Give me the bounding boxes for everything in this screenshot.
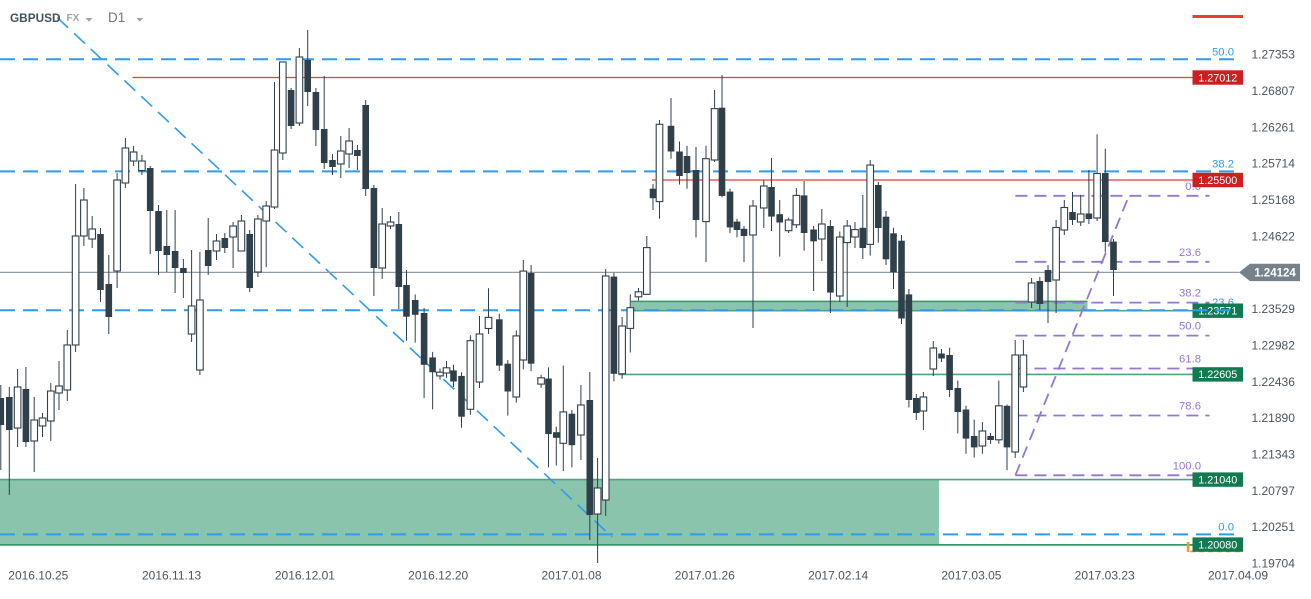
- svg-text:1.25168: 1.25168: [1252, 193, 1296, 207]
- svg-text:100.0: 100.0: [1173, 460, 1201, 472]
- svg-text:2017.01.26: 2017.01.26: [675, 569, 735, 583]
- svg-text:50.0: 50.0: [1179, 321, 1201, 333]
- svg-text:38.2: 38.2: [1212, 158, 1234, 170]
- svg-text:2017.02.14: 2017.02.14: [808, 569, 868, 583]
- svg-text:0.0: 0.0: [1218, 521, 1234, 533]
- svg-text:1.25714: 1.25714: [1252, 157, 1296, 171]
- svg-text:50.0: 50.0: [1212, 46, 1234, 58]
- svg-text:2017.04.09: 2017.04.09: [1208, 569, 1268, 583]
- svg-text:1.27012: 1.27012: [1198, 72, 1237, 84]
- svg-text:1.25500: 1.25500: [1198, 175, 1237, 187]
- svg-text:1.27353: 1.27353: [1252, 48, 1296, 62]
- svg-text:2016.12.01: 2016.12.01: [275, 569, 335, 583]
- svg-text:1.26807: 1.26807: [1252, 84, 1296, 98]
- svg-text:1.26261: 1.26261: [1252, 120, 1296, 134]
- svg-text:2016.12.20: 2016.12.20: [408, 569, 468, 583]
- svg-text:23.6: 23.6: [1179, 247, 1201, 259]
- svg-text:2017.01.08: 2017.01.08: [541, 569, 601, 583]
- svg-text:FX: FX: [67, 13, 80, 24]
- svg-text:1.24622: 1.24622: [1252, 229, 1296, 243]
- svg-text:D1: D1: [108, 10, 125, 25]
- svg-text:1.21040: 1.21040: [1198, 474, 1237, 486]
- svg-text:GBPUSD: GBPUSD: [10, 11, 61, 25]
- svg-text:2017.03.05: 2017.03.05: [941, 569, 1001, 583]
- svg-text:1.21343: 1.21343: [1252, 447, 1296, 461]
- svg-text:1.22436: 1.22436: [1252, 375, 1296, 389]
- svg-text:38.2: 38.2: [1179, 288, 1201, 300]
- svg-text:1.19704: 1.19704: [1252, 556, 1296, 570]
- svg-text:2016.11.13: 2016.11.13: [142, 569, 201, 583]
- svg-text:1.22982: 1.22982: [1252, 338, 1296, 352]
- svg-text:78.6: 78.6: [1179, 401, 1201, 413]
- svg-text:1.21890: 1.21890: [1252, 411, 1296, 425]
- svg-text:1.20797: 1.20797: [1252, 484, 1296, 498]
- svg-text:1.22605: 1.22605: [1198, 369, 1237, 381]
- svg-text:2017.03.23: 2017.03.23: [1075, 569, 1135, 583]
- svg-text:1.24124: 1.24124: [1254, 268, 1296, 280]
- svg-text:1.20080: 1.20080: [1198, 539, 1237, 551]
- svg-text:1.20251: 1.20251: [1252, 520, 1296, 534]
- svg-text:2016.10.25: 2016.10.25: [8, 569, 68, 583]
- svg-text:1.23571: 1.23571: [1198, 306, 1237, 318]
- svg-text:61.8: 61.8: [1179, 354, 1201, 366]
- svg-text:1.23529: 1.23529: [1252, 302, 1296, 316]
